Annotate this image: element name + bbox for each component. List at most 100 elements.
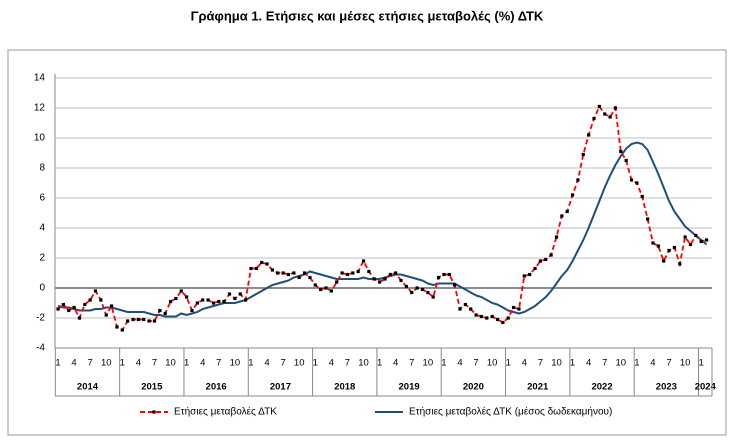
point-marker xyxy=(190,308,194,313)
point-marker xyxy=(131,317,135,322)
point-marker xyxy=(646,217,650,221)
point-marker xyxy=(254,266,258,271)
x-tick-label: 10 xyxy=(165,358,176,369)
year-label: 2023 xyxy=(656,382,677,393)
y-tick-label: 6 xyxy=(39,193,45,204)
point-marker xyxy=(394,271,398,275)
y-tick-label: 12 xyxy=(34,103,46,114)
point-marker xyxy=(512,305,516,310)
x-tick-label: 4 xyxy=(586,358,591,369)
point-marker xyxy=(244,298,248,302)
legend-marker xyxy=(152,410,156,414)
x-tick-label: 1 xyxy=(699,358,704,369)
point-marker xyxy=(570,193,575,197)
x-tick-label: 4 xyxy=(71,358,76,369)
x-tick-label: 1 xyxy=(634,358,639,369)
y-tick-label: -4 xyxy=(36,343,45,354)
point-marker xyxy=(152,319,157,323)
point-marker xyxy=(704,238,709,242)
point-marker xyxy=(426,290,430,295)
point-marker xyxy=(260,260,264,265)
point-marker xyxy=(61,302,65,307)
point-marker xyxy=(302,271,307,275)
x-tick-label: 1 xyxy=(184,358,189,369)
x-tick-label: 10 xyxy=(680,358,691,369)
point-marker xyxy=(168,299,173,304)
year-label: 2024 xyxy=(695,382,717,393)
point-marker xyxy=(126,319,130,323)
year-label: 2019 xyxy=(399,382,420,393)
point-marker xyxy=(469,307,473,311)
point-marker xyxy=(297,275,301,280)
x-tick-label: 4 xyxy=(650,358,655,369)
x-tick-label: 7 xyxy=(666,358,671,369)
year-label: 2016 xyxy=(206,382,227,393)
point-marker xyxy=(292,271,296,275)
x-tick-label: 10 xyxy=(487,358,498,369)
point-marker xyxy=(538,259,542,263)
y-tick-label: 10 xyxy=(34,133,46,144)
x-tick-label: 7 xyxy=(152,358,157,369)
point-marker xyxy=(431,295,435,299)
y-tick-label: 4 xyxy=(39,223,45,234)
point-marker xyxy=(372,277,376,281)
x-tick-label: 1 xyxy=(55,358,60,369)
point-marker xyxy=(351,271,355,275)
point-marker xyxy=(410,290,414,295)
year-label: 2018 xyxy=(334,382,355,393)
x-tick-label: 7 xyxy=(538,358,543,369)
point-marker xyxy=(533,266,537,271)
point-marker xyxy=(506,316,510,320)
point-marker xyxy=(217,299,221,304)
x-tick-label: 10 xyxy=(423,358,434,369)
x-tick-label: 4 xyxy=(457,358,462,369)
x-tick-label: 4 xyxy=(329,358,334,369)
point-marker xyxy=(211,301,216,305)
x-tick-label: 1 xyxy=(441,358,446,369)
y-tick-label: 0 xyxy=(39,283,45,294)
point-marker xyxy=(474,313,478,317)
point-marker xyxy=(238,292,242,296)
x-tick-label: 4 xyxy=(200,358,205,369)
point-marker xyxy=(581,152,585,157)
point-marker xyxy=(635,181,639,185)
y-tick-label: -2 xyxy=(36,313,45,324)
x-tick-label: 7 xyxy=(473,358,478,369)
point-marker xyxy=(308,275,312,280)
point-marker xyxy=(222,299,226,304)
legend-label: Ετήσιες μεταβολές ΔΤΚ (μέσος δωδεκαμήνου… xyxy=(409,406,612,418)
point-marker xyxy=(329,289,333,293)
point-marker xyxy=(522,274,526,278)
point-marker xyxy=(662,259,666,263)
point-marker xyxy=(383,277,387,281)
point-marker xyxy=(88,298,92,302)
point-marker xyxy=(517,307,521,311)
point-marker xyxy=(93,289,98,293)
point-marker xyxy=(576,178,580,182)
point-marker xyxy=(185,295,189,299)
x-tick-label: 4 xyxy=(522,358,527,369)
point-marker xyxy=(72,305,76,310)
point-marker xyxy=(399,278,403,283)
point-marker xyxy=(77,316,82,320)
point-marker xyxy=(672,245,676,250)
point-marker xyxy=(667,248,671,253)
x-tick-label: 10 xyxy=(551,358,562,369)
point-marker xyxy=(67,308,71,313)
x-tick-label: 1 xyxy=(120,358,125,369)
point-marker xyxy=(565,209,569,214)
point-marker xyxy=(249,266,253,271)
x-tick-label: 1 xyxy=(506,358,511,369)
legend-label: Ετήσιες μεταβολές ΔΤΚ xyxy=(174,406,277,418)
point-marker xyxy=(415,286,419,290)
point-marker xyxy=(501,320,505,325)
point-marker xyxy=(367,269,371,274)
x-tick-label: 10 xyxy=(358,358,369,369)
point-marker xyxy=(163,311,167,316)
x-tick-label: 1 xyxy=(313,358,318,369)
point-marker xyxy=(179,289,183,293)
x-tick-label: 10 xyxy=(616,358,627,369)
point-marker xyxy=(420,287,425,292)
x-tick-label: 1 xyxy=(248,358,253,369)
year-label: 2014 xyxy=(77,382,99,393)
